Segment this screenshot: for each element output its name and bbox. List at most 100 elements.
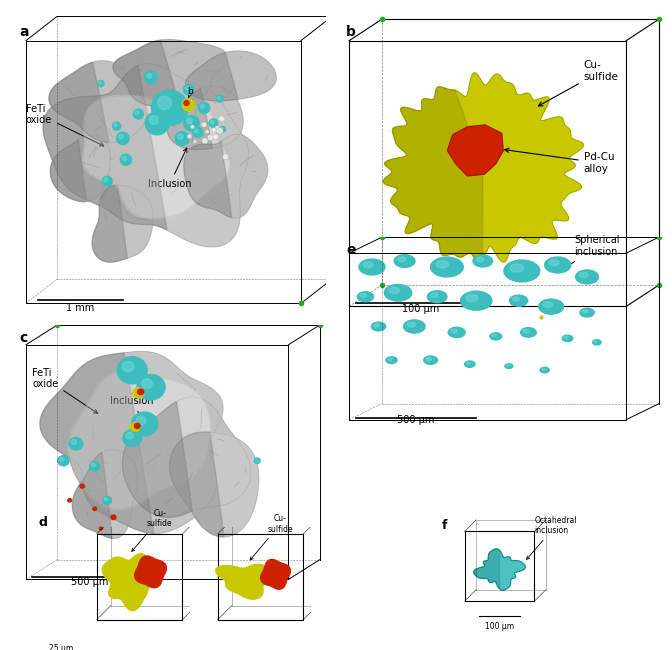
Circle shape xyxy=(103,497,112,504)
Polygon shape xyxy=(49,61,147,142)
Text: Spherical
inclusion: Spherical inclusion xyxy=(561,235,620,271)
Circle shape xyxy=(149,116,159,124)
Circle shape xyxy=(158,96,171,110)
Text: Inclusion: Inclusion xyxy=(148,148,192,189)
Circle shape xyxy=(142,379,153,389)
Polygon shape xyxy=(167,86,243,150)
Circle shape xyxy=(80,484,85,488)
Circle shape xyxy=(137,374,165,400)
Circle shape xyxy=(177,134,183,139)
Circle shape xyxy=(146,73,152,78)
Polygon shape xyxy=(261,560,290,590)
Polygon shape xyxy=(134,556,167,588)
Polygon shape xyxy=(43,66,167,230)
Circle shape xyxy=(69,437,83,450)
Circle shape xyxy=(579,272,588,278)
Circle shape xyxy=(193,127,203,137)
Circle shape xyxy=(448,327,465,337)
Polygon shape xyxy=(185,51,276,101)
Polygon shape xyxy=(448,125,503,176)
Polygon shape xyxy=(167,88,212,150)
Circle shape xyxy=(211,136,214,140)
Circle shape xyxy=(60,458,64,461)
Polygon shape xyxy=(102,554,161,610)
Polygon shape xyxy=(383,73,583,264)
Polygon shape xyxy=(169,432,224,537)
Circle shape xyxy=(133,388,144,398)
Circle shape xyxy=(215,125,219,129)
Circle shape xyxy=(215,129,218,133)
Text: c: c xyxy=(19,331,28,345)
Circle shape xyxy=(71,439,77,445)
Circle shape xyxy=(513,297,519,301)
Circle shape xyxy=(104,178,108,182)
Circle shape xyxy=(190,125,194,129)
Circle shape xyxy=(120,154,132,165)
Text: b: b xyxy=(187,87,193,96)
Polygon shape xyxy=(43,64,249,247)
Circle shape xyxy=(132,412,158,436)
Polygon shape xyxy=(122,397,251,517)
Polygon shape xyxy=(73,450,138,538)
Circle shape xyxy=(372,322,386,331)
Polygon shape xyxy=(383,87,482,264)
Text: f: f xyxy=(442,519,448,532)
Text: e: e xyxy=(346,243,355,257)
Circle shape xyxy=(134,423,140,428)
Circle shape xyxy=(404,320,425,333)
Text: Cu-
sulfide: Cu- sulfide xyxy=(538,60,619,106)
Circle shape xyxy=(222,154,228,160)
Text: b: b xyxy=(346,25,355,40)
Circle shape xyxy=(407,322,415,327)
Circle shape xyxy=(93,507,97,510)
Circle shape xyxy=(130,422,140,432)
Circle shape xyxy=(464,361,475,367)
Circle shape xyxy=(540,367,549,373)
Circle shape xyxy=(384,285,412,301)
Circle shape xyxy=(543,302,552,307)
Circle shape xyxy=(220,127,226,132)
Polygon shape xyxy=(83,96,229,218)
Circle shape xyxy=(136,416,146,425)
Polygon shape xyxy=(73,452,112,538)
Text: d: d xyxy=(39,516,48,529)
Circle shape xyxy=(183,116,200,131)
Text: a: a xyxy=(19,25,29,40)
Circle shape xyxy=(549,260,559,266)
Circle shape xyxy=(460,291,492,310)
Circle shape xyxy=(200,104,204,109)
Circle shape xyxy=(193,140,197,144)
Polygon shape xyxy=(50,135,110,202)
Circle shape xyxy=(254,458,260,463)
Polygon shape xyxy=(474,549,526,590)
Text: Octahedral
inclusion: Octahedral inclusion xyxy=(527,516,577,560)
Circle shape xyxy=(144,72,157,83)
Circle shape xyxy=(451,329,458,333)
Circle shape xyxy=(175,132,189,145)
Polygon shape xyxy=(50,140,87,202)
Circle shape xyxy=(521,328,536,337)
Polygon shape xyxy=(216,564,280,599)
Polygon shape xyxy=(113,40,228,106)
Circle shape xyxy=(398,257,406,262)
Circle shape xyxy=(580,308,594,317)
Circle shape xyxy=(209,138,212,141)
Text: 100 μm: 100 μm xyxy=(485,621,514,630)
Text: Inclusion: Inclusion xyxy=(110,396,154,426)
Text: 500 μm: 500 μm xyxy=(71,577,109,586)
Circle shape xyxy=(473,255,493,267)
Circle shape xyxy=(119,135,124,139)
Circle shape xyxy=(492,334,497,337)
Polygon shape xyxy=(92,185,153,262)
Text: 25 μm: 25 μm xyxy=(49,644,73,650)
Circle shape xyxy=(394,255,415,267)
Circle shape xyxy=(102,176,112,186)
Circle shape xyxy=(576,270,599,284)
Circle shape xyxy=(364,262,373,268)
Circle shape xyxy=(216,96,223,102)
Circle shape xyxy=(213,134,218,140)
Circle shape xyxy=(358,292,374,302)
Circle shape xyxy=(68,499,71,502)
Circle shape xyxy=(216,127,223,134)
Circle shape xyxy=(91,463,95,467)
